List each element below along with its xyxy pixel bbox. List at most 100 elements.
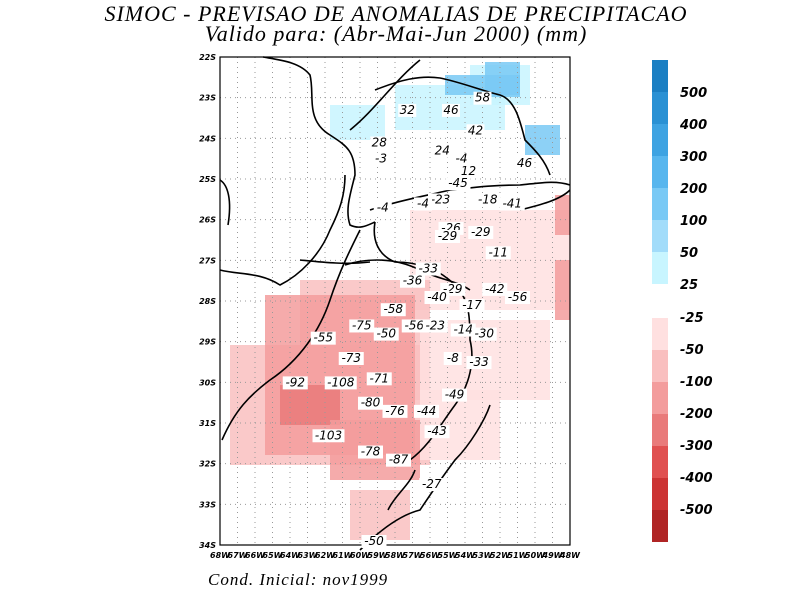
anomaly-value-label: -23 xyxy=(422,318,448,333)
lon-tick-label: 65W xyxy=(263,551,284,560)
svg-text:-11: -11 xyxy=(488,245,508,259)
svg-text:-50: -50 xyxy=(376,327,396,341)
anomaly-value-label: -33 xyxy=(415,262,441,276)
svg-text:-33: -33 xyxy=(418,262,438,276)
colorbar-swatch xyxy=(652,156,668,188)
lon-tick-label: 55W xyxy=(438,551,459,560)
anomaly-value-label: -75 xyxy=(349,318,375,333)
map-frame xyxy=(219,56,571,546)
svg-text:-33: -33 xyxy=(469,355,489,369)
anomaly-value-label: -27 xyxy=(419,477,445,492)
svg-text:-50: -50 xyxy=(364,534,384,548)
lon-tick-label: 52W xyxy=(490,551,511,560)
lat-tick-label: 34S xyxy=(199,541,216,550)
svg-text:-41: -41 xyxy=(502,196,522,210)
svg-text:-4: -4 xyxy=(417,196,429,210)
anomaly-value-label: -33 xyxy=(466,355,492,370)
lat-tick-label: 31S xyxy=(199,419,216,428)
anomaly-value-label: -4 xyxy=(373,201,392,215)
svg-text:28: 28 xyxy=(372,135,388,149)
lon-tick-label: 51W xyxy=(508,551,529,560)
lon-tick-label: 63W xyxy=(298,551,319,560)
anomaly-value-label: -76 xyxy=(382,404,408,418)
anomaly-value-label: -55 xyxy=(310,331,336,345)
svg-text:58: 58 xyxy=(475,91,491,105)
anomaly-value-label: -8 xyxy=(443,351,462,365)
anomaly-value-label: -4 xyxy=(414,196,432,211)
lat-tick-label: 32S xyxy=(199,460,216,469)
lon-tick-label: 59W xyxy=(368,551,389,560)
svg-text:-23: -23 xyxy=(431,192,451,206)
svg-text:-92: -92 xyxy=(285,375,305,389)
anomaly-value-label: -78 xyxy=(358,445,383,459)
anomaly-value-label: 46 xyxy=(442,103,460,117)
svg-text:-43: -43 xyxy=(427,424,447,438)
colorbar-swatch xyxy=(652,414,668,446)
svg-text:-4: -4 xyxy=(377,201,389,215)
lat-tick-label: 25S xyxy=(199,175,216,184)
anomaly-value-label: -71 xyxy=(366,371,392,386)
svg-text:-58: -58 xyxy=(383,302,403,316)
lon-tick-label: 58W xyxy=(385,551,406,560)
anomaly-value-label: -11 xyxy=(485,245,511,260)
colorbar-label: -300 xyxy=(680,439,713,454)
anomaly-value-label: 46 xyxy=(515,156,534,170)
lon-tick-label: 61W xyxy=(333,551,354,560)
svg-text:-30: -30 xyxy=(474,327,494,341)
anomaly-value-label: -23 xyxy=(428,192,453,207)
lon-tick-label: 66W xyxy=(245,551,266,560)
lat-tick-label: 24S xyxy=(199,134,216,143)
colorbar-label: -100 xyxy=(680,375,713,390)
lat-tick-label: 26S xyxy=(199,216,216,225)
lon-tick-label: 68W xyxy=(210,551,231,560)
lat-tick-label: 23S xyxy=(199,94,216,103)
colorbar-swatch xyxy=(652,318,668,350)
colorbar-label: 200 xyxy=(680,182,707,197)
svg-text:-45: -45 xyxy=(448,176,468,190)
colorbar-swatch xyxy=(652,350,668,382)
svg-text:46: 46 xyxy=(517,156,533,170)
lat-tick-label: 33S xyxy=(199,500,216,509)
anomaly-value-label: -108 xyxy=(324,375,357,390)
colorbar-label: 100 xyxy=(680,214,707,229)
colorbar-label: 25 xyxy=(680,278,698,293)
anomaly-value-label: 58 xyxy=(473,91,492,105)
colorbar-swatch xyxy=(652,124,668,156)
anomaly-value-label: 24 xyxy=(433,144,452,158)
lon-tick-label: 62W xyxy=(315,551,336,560)
colorbar-swatch xyxy=(652,382,668,414)
svg-text:-55: -55 xyxy=(313,331,333,345)
anomaly-value-label: -80 xyxy=(358,396,383,410)
anomaly-value-label: -45 xyxy=(445,176,471,191)
svg-text:-76: -76 xyxy=(385,404,405,418)
svg-text:-4: -4 xyxy=(456,152,468,166)
svg-text:-71: -71 xyxy=(369,371,389,385)
svg-text:-56: -56 xyxy=(508,290,528,304)
lon-tick-label: 50W xyxy=(525,551,546,560)
anomaly-value-label: -73 xyxy=(338,351,364,365)
lat-tick-label: 22S xyxy=(199,53,216,62)
anomaly-value-label: -30 xyxy=(471,327,497,341)
lon-tick-label: 48W xyxy=(559,551,581,560)
svg-text:12: 12 xyxy=(461,164,476,178)
anomaly-value-label: -56 xyxy=(401,318,427,333)
svg-text:-42: -42 xyxy=(485,282,505,296)
svg-text:-44: -44 xyxy=(417,404,437,418)
svg-text:-80: -80 xyxy=(361,396,381,410)
colorbar-label: 400 xyxy=(679,118,707,133)
lon-tick-label: 56W xyxy=(420,551,441,560)
anomaly-value-label: 32 xyxy=(398,103,417,117)
anomaly-value-label: -40 xyxy=(424,290,450,304)
anomaly-value-label: -29 xyxy=(435,229,460,243)
lat-tick-label: 28S xyxy=(199,297,216,306)
lat-tick-label: 27S xyxy=(199,256,216,265)
svg-text:-49: -49 xyxy=(445,388,465,402)
colorbar-swatch xyxy=(652,220,668,252)
anomaly-value-label: 12 xyxy=(459,164,478,178)
lat-tick-label: 29S xyxy=(199,338,216,347)
anomaly-value-label: -29 xyxy=(468,225,494,239)
svg-text:-40: -40 xyxy=(427,290,447,304)
lon-tick-label: 60W xyxy=(350,551,371,560)
anomaly-value-label: 42 xyxy=(466,123,485,138)
